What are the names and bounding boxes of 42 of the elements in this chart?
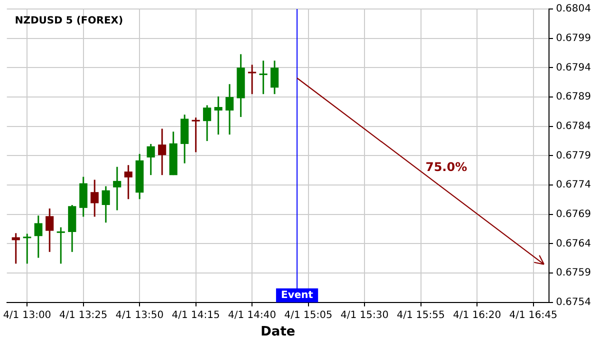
ref-line-label: Event (281, 290, 314, 301)
annotation: 75.0% (425, 160, 468, 174)
x-tick-label: 4/1 13:25 (59, 310, 108, 321)
x-tick-label: 4/1 15:30 (340, 310, 389, 321)
candlestick (46, 208, 54, 253)
x-tick-label: 4/1 15:05 (284, 310, 332, 321)
candlestick (214, 96, 222, 136)
y-tick-label: 0.6799 (556, 32, 592, 44)
y-tick-label: 0.6754 (556, 296, 592, 308)
candlestick (23, 232, 32, 264)
x-tick-label: 4/1 13:50 (116, 310, 164, 321)
candlestick (102, 185, 110, 224)
candlestick (226, 83, 234, 136)
y-tick-label: 0.6789 (556, 92, 592, 103)
candlestick (124, 164, 132, 200)
y-tick-label: 0.6804 (556, 4, 592, 15)
x-tick-label: 4/1 14:40 (228, 310, 276, 321)
y-tick-label: 0.6759 (556, 268, 592, 279)
text: NZDUSD 5 (FOREX) (14, 16, 124, 27)
candlestick (259, 60, 268, 95)
x-tick-label: 4/1 13:00 (3, 310, 52, 321)
y-tick-label: 0.6794 (556, 62, 592, 74)
candlestick (146, 143, 155, 176)
candlestick (90, 179, 99, 218)
candlestick (34, 214, 42, 259)
x-tick-label: 4/1 15:55 (396, 310, 445, 321)
y-tick-label: 0.6764 (556, 238, 592, 250)
x-tick-label: 4/1 16:45 (509, 310, 558, 321)
candlestick (158, 128, 166, 176)
candlestick (248, 64, 256, 95)
x-tick-label: 4/1 16:20 (452, 310, 502, 321)
y-tick-label: 0.6774 (556, 180, 592, 191)
candlestick (270, 60, 279, 95)
candlestick (192, 116, 200, 153)
y-tick-label: 0.6784 (556, 120, 592, 132)
candlestick (113, 166, 122, 212)
candlestick (203, 104, 212, 142)
x-tick-label: 4/1 14:15 (172, 310, 220, 321)
x-axis-title: Date (260, 324, 296, 340)
candlestick (56, 226, 65, 264)
y-tick-label: 0.6779 (556, 150, 592, 162)
y-tick-label: 0.6769 (556, 208, 592, 220)
